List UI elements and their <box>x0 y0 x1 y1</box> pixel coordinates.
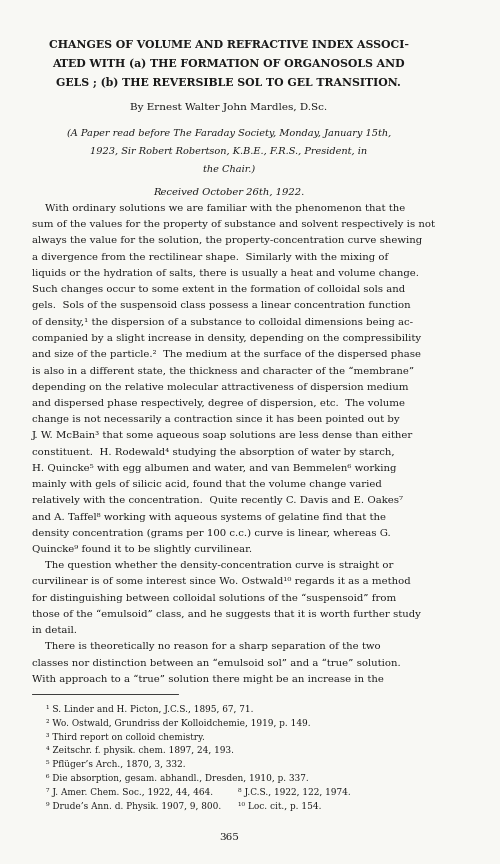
Text: companied by a slight increase in density, depending on the compressibility: companied by a slight increase in densit… <box>32 334 421 343</box>
Text: H. Quincke⁵ with egg albumen and water, and van Bemmelen⁶ working: H. Quincke⁵ with egg albumen and water, … <box>32 464 397 473</box>
Text: ² Wo. Ostwald, Grundriss der Kolloidchemie, 1919, p. 149.: ² Wo. Ostwald, Grundriss der Kolloidchem… <box>46 719 310 727</box>
Text: 365: 365 <box>219 833 238 842</box>
Text: ⁴ Zeitschr. f. physik. chem. 1897, 24, 193.: ⁴ Zeitschr. f. physik. chem. 1897, 24, 1… <box>46 746 234 755</box>
Text: sum of the values for the property of substance and solvent respectively is not: sum of the values for the property of su… <box>32 220 435 229</box>
Text: liquids or the hydration of salts, there is usually a heat and volume change.: liquids or the hydration of salts, there… <box>32 269 419 278</box>
Text: ³ Third report on colloid chemistry.: ³ Third report on colloid chemistry. <box>46 733 204 741</box>
Text: Received October 26th, 1922.: Received October 26th, 1922. <box>153 187 304 196</box>
Text: gels.  Sols of the suspensoid class possess a linear concentration function: gels. Sols of the suspensoid class posse… <box>32 302 410 310</box>
Text: of density,¹ the dispersion of a substance to colloidal dimensions being ac-: of density,¹ the dispersion of a substan… <box>32 318 413 327</box>
Text: a divergence from the rectilinear shape.  Similarly with the mixing of: a divergence from the rectilinear shape.… <box>32 252 389 262</box>
Text: ⁸ J.C.S., 1922, 122, 1974.: ⁸ J.C.S., 1922, 122, 1974. <box>238 788 350 797</box>
Text: CHANGES OF VOLUME AND REFRACTIVE INDEX ASSOCI-: CHANGES OF VOLUME AND REFRACTIVE INDEX A… <box>48 39 408 50</box>
Text: ⁶ Die absorption, gesam. abhandl., Dresden, 1910, p. 337.: ⁶ Die absorption, gesam. abhandl., Dresd… <box>46 774 308 783</box>
Text: and dispersed phase respectively, degree of dispersion, etc.  The volume: and dispersed phase respectively, degree… <box>32 399 405 408</box>
Text: density concentration (grams per 100 c.c.) curve is linear, whereas G.: density concentration (grams per 100 c.c… <box>32 529 391 538</box>
Text: J. W. McBain³ that some aqueous soap solutions are less dense than either: J. W. McBain³ that some aqueous soap sol… <box>32 431 413 441</box>
Text: By Ernest Walter John Mardles, D.Sc.: By Ernest Walter John Mardles, D.Sc. <box>130 103 327 111</box>
Text: ATED WITH (a) THE FORMATION OF ORGANOSOLS AND: ATED WITH (a) THE FORMATION OF ORGANOSOL… <box>52 58 405 69</box>
Text: ⁵ Pflüger’s Arch., 1870, 3, 332.: ⁵ Pflüger’s Arch., 1870, 3, 332. <box>46 760 186 769</box>
Text: those of the “emulsoid” class, and he suggests that it is worth further study: those of the “emulsoid” class, and he su… <box>32 610 421 619</box>
Text: Such changes occur to some extent in the formation of colloidal sols and: Such changes occur to some extent in the… <box>32 285 405 294</box>
Text: change is not necessarily a contraction since it has been pointed out by: change is not necessarily a contraction … <box>32 415 400 424</box>
Text: ⁷ J. Amer. Chem. Soc., 1922, 44, 464.: ⁷ J. Amer. Chem. Soc., 1922, 44, 464. <box>46 788 213 797</box>
Text: ⁹ Drude’s Ann. d. Physik. 1907, 9, 800.: ⁹ Drude’s Ann. d. Physik. 1907, 9, 800. <box>46 802 221 810</box>
Text: depending on the relative molecular attractiveness of dispersion medium: depending on the relative molecular attr… <box>32 383 408 391</box>
Text: and size of the particle.²  The medium at the surface of the dispersed phase: and size of the particle.² The medium at… <box>32 350 421 359</box>
Text: for distinguishing between colloidal solutions of the “suspensoid” from: for distinguishing between colloidal sol… <box>32 594 397 603</box>
Text: GELS ; (b) THE REVERSIBLE SOL TO GEL TRANSITION.: GELS ; (b) THE REVERSIBLE SOL TO GEL TRA… <box>56 77 401 88</box>
Text: ¹ S. Linder and H. Picton, J.C.S., 1895, 67, 71.: ¹ S. Linder and H. Picton, J.C.S., 1895,… <box>46 705 253 714</box>
Text: The question whether the density-concentration curve is straight or: The question whether the density-concent… <box>32 562 394 570</box>
Text: With ordinary solutions we are familiar with the phenomenon that the: With ordinary solutions we are familiar … <box>32 204 406 213</box>
Text: With approach to a “true” solution there might be an increase in the: With approach to a “true” solution there… <box>32 675 384 684</box>
Text: always the value for the solution, the property-concentration curve shewing: always the value for the solution, the p… <box>32 237 422 245</box>
Text: There is theoretically no reason for a sharp separation of the two: There is theoretically no reason for a s… <box>32 643 381 651</box>
Text: Quincke⁹ found it to be slightly curvilinear.: Quincke⁹ found it to be slightly curvili… <box>32 545 252 554</box>
Text: classes nor distinction between an “emulsoid sol” and a “true” solution.: classes nor distinction between an “emul… <box>32 658 401 668</box>
Text: in detail.: in detail. <box>32 626 77 635</box>
Text: and A. Taffel⁸ working with aqueous systems of gelatine find that the: and A. Taffel⁸ working with aqueous syst… <box>32 512 386 522</box>
Text: relatively with the concentration.  Quite recently C. Davis and E. Oakes⁷: relatively with the concentration. Quite… <box>32 496 403 505</box>
Text: curvilinear is of some interest since Wo. Ostwald¹⁰ regards it as a method: curvilinear is of some interest since Wo… <box>32 577 410 587</box>
Text: is also in a different state, the thickness and character of the “membrane”: is also in a different state, the thickn… <box>32 366 414 375</box>
Text: 1923, Sir Robert Robertson, K.B.E., F.R.S., President, in: 1923, Sir Robert Robertson, K.B.E., F.R.… <box>90 147 367 156</box>
Text: (A Paper read before The Faraday Society, Monday, January 15th,: (A Paper read before The Faraday Society… <box>66 129 391 138</box>
Text: constituent.  H. Rodewald⁴ studying the absorption of water by starch,: constituent. H. Rodewald⁴ studying the a… <box>32 448 395 456</box>
Text: the Chair.): the Chair.) <box>202 165 255 174</box>
Text: mainly with gels of silicic acid, found that the volume change varied: mainly with gels of silicic acid, found … <box>32 480 382 489</box>
Text: ¹⁰ Loc. cit., p. 154.: ¹⁰ Loc. cit., p. 154. <box>238 802 322 810</box>
